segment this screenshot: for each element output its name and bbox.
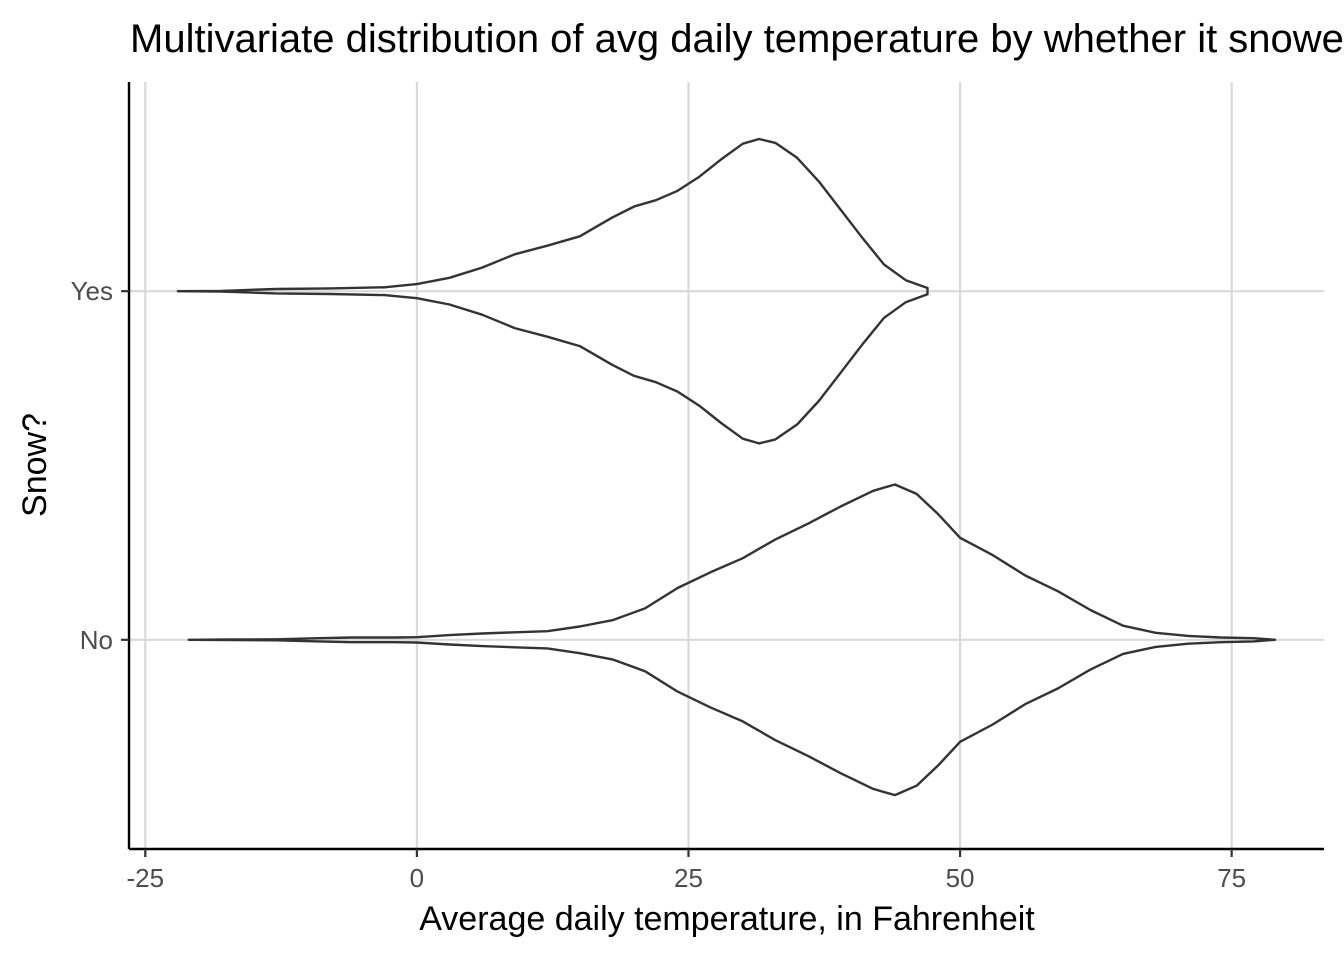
- violins: [176, 137, 1277, 797]
- x-tick-label-0: -25: [127, 863, 165, 893]
- y-axis-title: Snow?: [16, 413, 54, 517]
- x-tick-label-2: 25: [674, 863, 703, 893]
- x-tick-label-1: 0: [410, 863, 424, 893]
- plot-area: -25 0 25 50 75 No Yes: [71, 82, 1324, 893]
- violin-no: [187, 483, 1277, 797]
- violin-yes: [176, 137, 929, 445]
- x-axis-title: Average daily temperature, in Fahrenheit: [419, 900, 1035, 938]
- ticks: -25 0 25 50 75 No Yes: [71, 276, 1247, 893]
- y-tick-label-yes: Yes: [71, 276, 113, 306]
- chart-title: Multivariate distribution of avg daily t…: [130, 17, 1344, 61]
- x-tick-label-4: 75: [1217, 863, 1246, 893]
- axes: [127, 82, 1324, 851]
- grid-lines: [129, 82, 1324, 849]
- y-tick-label-no: No: [80, 625, 113, 655]
- x-tick-label-3: 50: [946, 863, 975, 893]
